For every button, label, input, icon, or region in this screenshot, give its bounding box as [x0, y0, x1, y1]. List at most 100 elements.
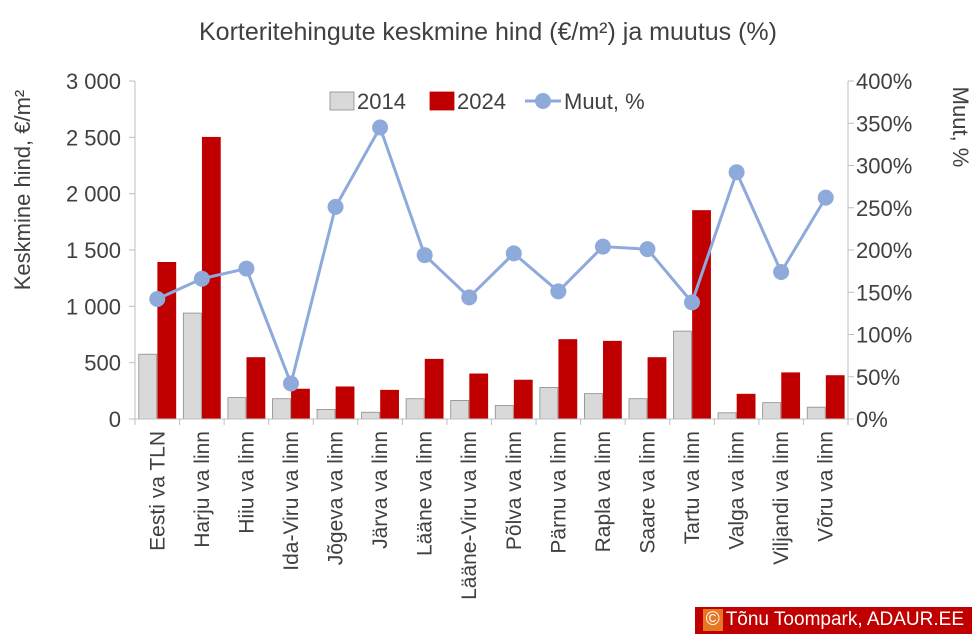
- bar-2014-12: [673, 330, 692, 420]
- bar-2014-5: [361, 411, 380, 420]
- change-point-14: [773, 263, 790, 280]
- legend-swatch-2014: [329, 91, 355, 111]
- y2-tick-label-4: 200%: [856, 238, 912, 263]
- credit-badge: © Tõnu Toompark, ADAUR.EE: [694, 607, 972, 634]
- x-tick-label-5: Järva va linn: [369, 431, 392, 549]
- change-point-3: [282, 375, 299, 392]
- y2-tick-label-7: 350%: [856, 111, 912, 136]
- change-point-2: [238, 260, 255, 277]
- y-tick-label-1: 500: [84, 351, 121, 376]
- bar-2024-3: [291, 388, 310, 420]
- bar-2014-2: [227, 397, 247, 420]
- change-point-8: [505, 245, 522, 262]
- change-point-10: [594, 238, 611, 255]
- x-tick-label-3: Ida-Viru va linn: [280, 431, 303, 571]
- y-tick-label-0: 0: [109, 407, 121, 432]
- x-tick-label-9: Pärnu va linn: [547, 431, 570, 554]
- change-point-6: [416, 247, 433, 264]
- x-tick-label-7: Lääne-Viru va linn: [458, 431, 481, 600]
- bar-2024-7: [469, 373, 489, 420]
- y-tick-label-6: 3 000: [66, 69, 121, 94]
- bar-2024-14: [781, 372, 801, 420]
- bar-2024-8: [513, 379, 533, 420]
- bar-2024-5: [380, 389, 399, 420]
- x-tick-label-1: Harju va linn: [191, 431, 214, 548]
- bar-2014-10: [584, 393, 603, 420]
- change-point-7: [461, 289, 478, 306]
- legend-label-change: Muut, %: [564, 89, 645, 114]
- x-tick-label-14: Viljandi va linn: [770, 431, 793, 565]
- y2-tick-label-0: 0%: [856, 407, 888, 432]
- x-tick-label-6: Lääne va linn: [414, 431, 437, 556]
- bar-2024-15: [825, 375, 845, 420]
- chart-title: Korteritehingute keskmine hind (€/m²) ja…: [199, 18, 777, 46]
- bar-2024-11: [647, 357, 667, 420]
- y-tick-label-4: 2 000: [66, 182, 121, 207]
- y-axis-label: Keskmine hind, €/m²: [10, 90, 35, 291]
- credit-text: Tõnu Toompark, ADAUR.EE: [725, 609, 964, 630]
- change-point-4: [327, 198, 344, 215]
- y2-tick-label-5: 250%: [856, 196, 912, 221]
- legend-label-2024: 2024: [457, 89, 506, 114]
- change-point-1: [193, 270, 210, 287]
- change-point-12: [684, 294, 701, 311]
- legend: 2014 2024 Muut, %: [329, 89, 645, 114]
- bar-2024-6: [424, 358, 444, 420]
- y-tick-label-3: 1 500: [66, 238, 121, 263]
- bar-2024-12: [692, 210, 711, 420]
- x-axis-ticks: Eesti va TLN Harju va linn Hiiu va linn Ida…: [134, 419, 849, 600]
- bar-2014-8: [494, 405, 514, 420]
- y2-axis-label: Muut, %: [948, 87, 973, 168]
- y2-tick-label-6: 300%: [856, 154, 912, 179]
- x-tick-label-2: Hiiu va linn: [235, 431, 258, 534]
- legend-swatch-2024: [429, 91, 455, 111]
- bar-2014-15: [806, 406, 826, 420]
- y-tick-label-5: 2 500: [66, 125, 121, 150]
- x-tick-label-15: Võru va linn: [815, 431, 838, 542]
- bar-2024-13: [736, 393, 756, 420]
- change-point-11: [639, 241, 656, 258]
- legend-label-2014: 2014: [357, 89, 406, 114]
- bar-2014-14: [762, 402, 782, 420]
- change-point-0: [149, 291, 166, 308]
- y2-axis-ticks: 0% 50% 100% 150% 200% 250% 300% 350% 400%: [848, 69, 912, 432]
- change-point-15: [817, 189, 834, 206]
- bar-2014-13: [717, 412, 737, 420]
- y2-tick-label-1: 50%: [856, 365, 900, 390]
- change-point-5: [372, 119, 389, 136]
- bar-2014-0: [138, 353, 158, 420]
- bar-2024-2: [246, 357, 266, 420]
- bar-2024-0: [157, 261, 177, 420]
- bar-2024-10: [603, 340, 622, 420]
- bar-2014-1: [182, 312, 202, 420]
- x-tick-label-8: Põlva va linn: [503, 431, 526, 550]
- bar-2014-9: [539, 387, 559, 420]
- axes-group: [134, 81, 849, 420]
- legend-point-swatch: [535, 93, 551, 109]
- bar-2014-3: [272, 398, 291, 420]
- bar-2024-9: [558, 339, 578, 420]
- bar-2014-7: [450, 400, 470, 420]
- y-axis-ticks: 0 500 1 000 1 500 2 000 2 500 3 000: [66, 69, 135, 432]
- bar-2024-4: [335, 386, 355, 420]
- y2-tick-label-3: 150%: [856, 280, 912, 305]
- bar-2014-6: [405, 398, 425, 420]
- x-tick-label-12: Tartu va linn: [681, 431, 704, 544]
- y-tick-label-2: 1 000: [66, 294, 121, 319]
- x-tick-label-0: Eesti va TLN: [146, 431, 169, 551]
- bar-2014-11: [628, 398, 648, 420]
- x-tick-label-11: Saare va linn: [636, 431, 659, 554]
- bar-2014-4: [316, 409, 336, 420]
- change-line-group: [149, 119, 834, 392]
- y2-tick-label-8: 400%: [856, 69, 912, 94]
- bars-group: [138, 136, 845, 420]
- change-point-13: [728, 164, 745, 181]
- x-tick-label-4: Jõgeva va linn: [325, 431, 348, 565]
- x-tick-label-13: Valga va linn: [726, 431, 749, 550]
- x-tick-label-10: Rapla va linn: [592, 431, 615, 552]
- y2-tick-label-2: 100%: [856, 323, 912, 348]
- change-line-0: [156, 123, 828, 389]
- copyright-icon: ©: [702, 609, 723, 631]
